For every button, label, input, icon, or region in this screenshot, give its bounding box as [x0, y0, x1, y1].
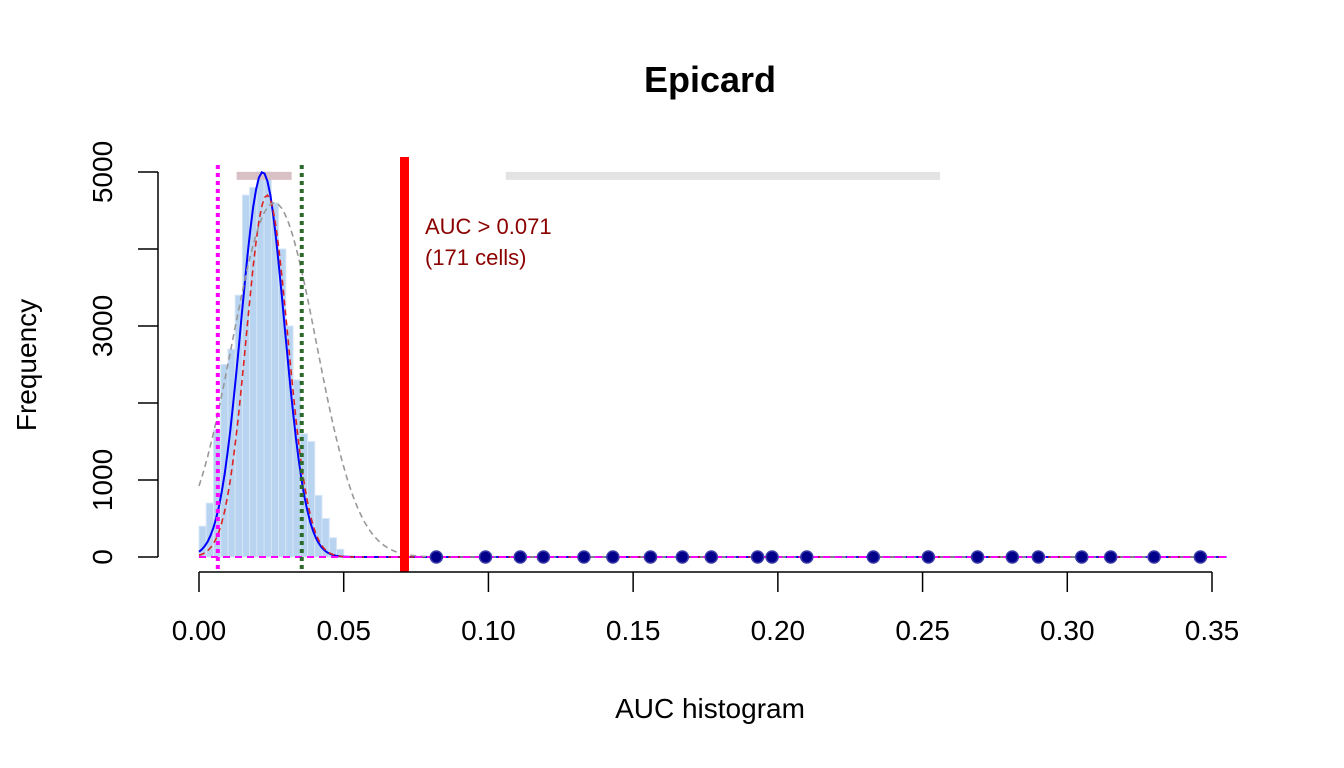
outlier-point: [478, 550, 493, 564]
outlier-point: [750, 550, 765, 564]
x-tick-label: 0.35: [1185, 615, 1240, 646]
density-curve: [198, 170, 1227, 558]
density-curve: [198, 194, 1227, 558]
outlier-point: [675, 550, 690, 564]
outlier-point: [429, 550, 444, 564]
density-curve: [198, 202, 1227, 558]
outlier-point: [866, 550, 881, 564]
chart-title: Epicard: [644, 59, 776, 100]
x-tick-label: 0.00: [172, 615, 227, 646]
x-tick-label: 0.05: [316, 615, 371, 646]
outlier-point: [536, 550, 551, 564]
histogram-bar: [307, 441, 316, 558]
threshold-annotation-line1: AUC > 0.071: [425, 214, 552, 239]
outlier-point: [1147, 550, 1161, 564]
outlier-point: [1005, 550, 1020, 564]
y-axis: 0 1000 3000 5000: [87, 141, 159, 565]
outlier-point: [1103, 550, 1118, 564]
x-axis: 0.00 0.05 0.10 0.15 0.20 0.25 0.30 0.35: [172, 571, 1240, 646]
outlier-point: [643, 550, 658, 564]
threshold-lines: [215, 157, 409, 572]
histogram-bar: [234, 294, 243, 558]
histogram-bars: [198, 171, 345, 558]
density-curves: [198, 170, 1227, 558]
outlier-point: [800, 550, 814, 564]
outlier-point: [921, 550, 936, 564]
x-axis-label: AUC histogram: [615, 693, 805, 724]
x-tick-label: 0.30: [1040, 615, 1095, 646]
x-tick-label: 0.10: [461, 615, 516, 646]
y-tick-label: 5000: [87, 141, 118, 203]
outlier-point: [606, 550, 620, 564]
outlier-point: [704, 550, 719, 564]
outlier-points: [429, 550, 1208, 564]
outlier-point: [1031, 550, 1046, 564]
histogram-bar: [198, 525, 207, 558]
histogram-bar: [263, 171, 272, 558]
outlier-point: [1193, 550, 1208, 564]
y-tick-label: 0: [87, 549, 118, 565]
outlier-point: [970, 550, 985, 564]
outlier-point: [513, 550, 528, 564]
outlier-point: [1075, 550, 1089, 564]
x-tick-label: 0.15: [606, 615, 661, 646]
outlier-point: [577, 550, 591, 564]
y-tick-label: 1000: [87, 449, 118, 511]
outlier-point: [765, 550, 779, 564]
y-tick-label: 3000: [87, 295, 118, 357]
threshold-annotation-line2: (171 cells): [425, 245, 526, 270]
y-axis-label: Frequency: [11, 299, 42, 431]
x-tick-label: 0.20: [751, 615, 806, 646]
x-tick-label: 0.25: [895, 615, 950, 646]
